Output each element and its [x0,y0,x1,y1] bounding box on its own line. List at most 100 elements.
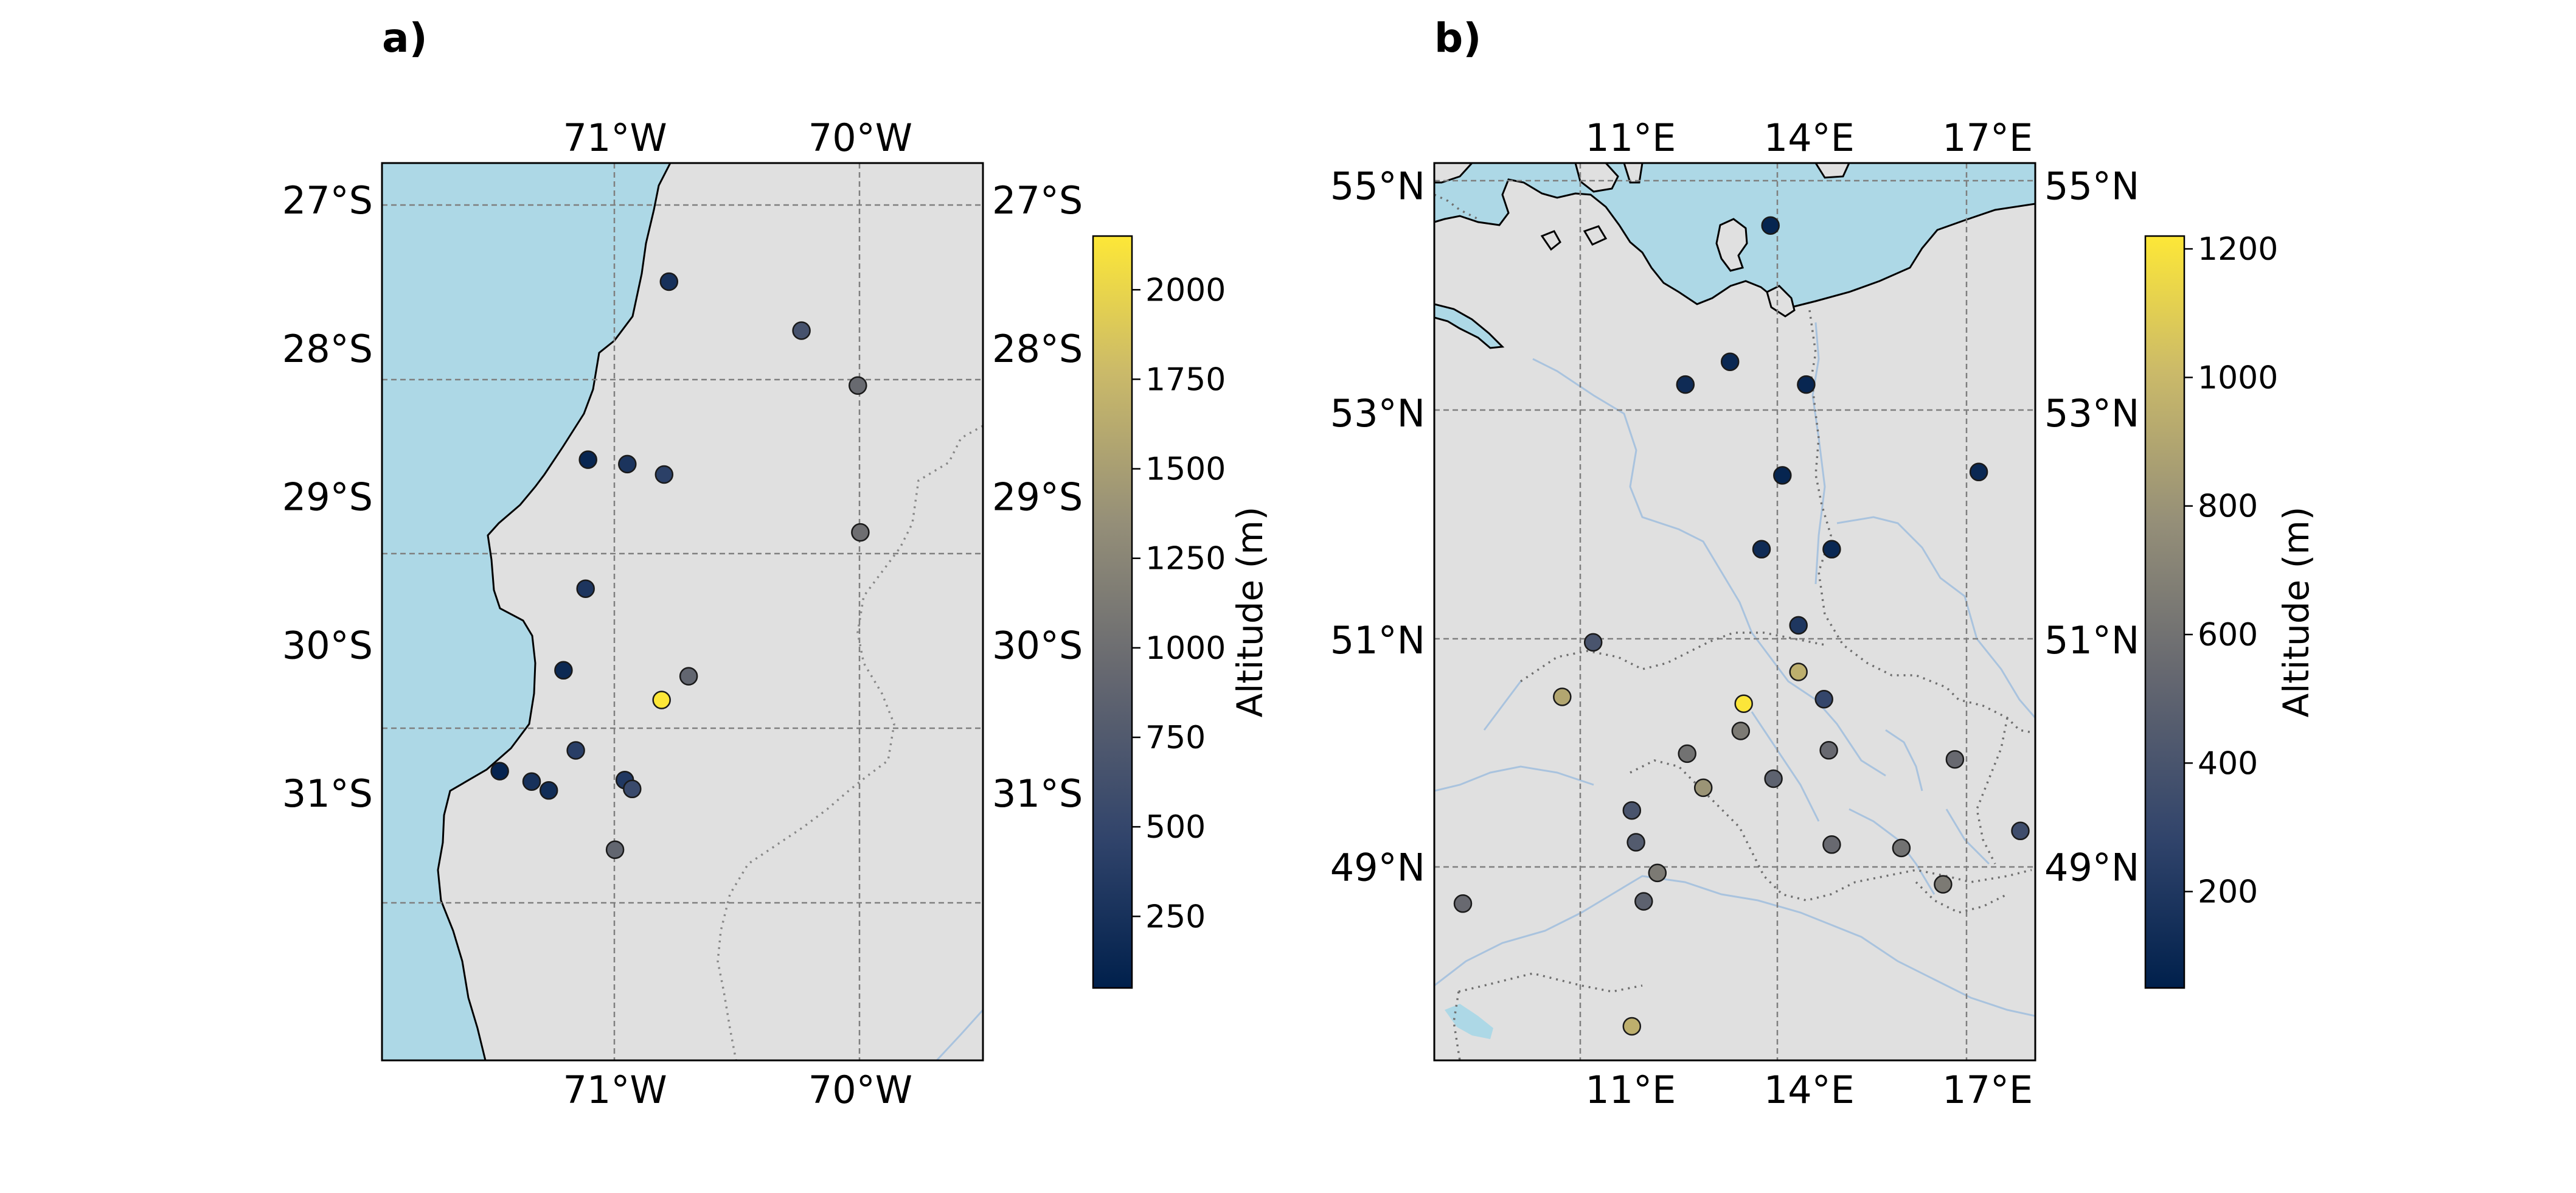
station-marker [1752,540,1771,559]
stations-b [1453,216,2030,1036]
station-marker [1734,694,1753,713]
rivers-b [1434,322,2035,1017]
lat-tick-label-right: 28°S [992,327,1083,371]
colorbar-b-bar [2144,235,2185,989]
lat-tick-label-right: 30°S [992,623,1083,667]
station-marker [566,741,585,760]
lon-tick-label-top: 14°E [1764,116,1855,160]
colorbar-b-ticks: 200 400 600 800 1000 1200 [2184,231,2278,911]
station-marker [539,781,558,800]
colorbar-tick-label: 800 [2198,489,2258,525]
colorbar-tick-label: 200 [2198,874,2258,911]
station-marker [578,450,597,469]
station-marker [1626,833,1645,852]
station-marker [1814,690,1833,709]
land-b [1434,163,2035,1060]
colorbar-a-ticks: 250 500 750 1000 1250 1500 1750 2000 [1132,272,1226,935]
colorbar-tick-label: 1000 [1145,630,1226,667]
lon-tick-label-top: 17°E [1942,116,2033,160]
island-b-8 [1583,225,1608,246]
station-marker [1789,663,1808,681]
lat-tick-label-left: 30°S [282,623,373,667]
lat-tick-label-left: 49°N [1330,846,1425,890]
lat-tick-label-left: 55°N [1330,164,1425,208]
station-marker [1764,769,1783,788]
station-marker [679,667,698,686]
rivers-a [936,1009,983,1060]
lat-tick-label-left: 27°S [282,178,373,223]
panel-label-b: b) [1434,15,1481,61]
lat-tick-label-left: 31°S [282,771,373,816]
stations-a [490,272,870,860]
station-marker [1693,778,1713,798]
lat-tick-label-left: 29°S [282,475,373,520]
lat-tick-label-left: 51°N [1330,618,1425,663]
station-marker [1676,375,1695,394]
colorbar-tick-label: 1200 [2198,231,2278,268]
station-marker [1789,616,1808,635]
station-marker [1622,801,1642,820]
map-b: b) [1330,15,2317,1112]
station-marker [654,465,674,484]
colorbar-tick-label: 1000 [2198,360,2278,396]
station-marker [1648,863,1667,883]
station-marker [490,762,509,781]
colorbar-b: 200 400 600 800 1000 1200 Altitude (m) [2144,231,2317,989]
station-marker [554,661,573,680]
frame-a [381,162,984,1062]
island-b-7 [1540,230,1561,251]
frame-b [1433,162,2036,1062]
station-marker [851,523,870,542]
station-marker [1720,352,1740,371]
lat-tick-label-right: 29°S [992,475,1083,520]
grid-a [382,163,983,1060]
station-marker [1934,875,1953,894]
colorbar-tick-label: 2000 [1145,272,1226,308]
lon-tick-label-top: 70°W [808,116,912,160]
station-marker [659,272,679,291]
colorbar-a: 250 500 750 1000 1250 1500 1750 2000 Altitude (… [1092,235,1271,989]
colorbar-tick-label: 500 [1145,809,1206,846]
lon-tick-label-bottom: 71°W [563,1068,667,1112]
map-b-plot-area [1434,163,2035,1060]
sea-b-west [1434,303,1505,349]
station-marker [605,840,625,860]
lat-tick-label-right: 53°N [2044,391,2139,436]
island-b-4 [1814,163,1850,179]
colorbar-tick-label: 750 [1145,720,1206,756]
map-a: a) 71°W71°W70°W70°W27°S 27°S28°S 28°S2 [282,15,1271,1112]
station-marker [1553,687,1572,706]
lon-tick-label-bottom: 14°E [1764,1068,1855,1112]
station-marker [652,690,671,709]
lon-tick-label-bottom: 11°E [1585,1068,1676,1112]
station-marker [1945,750,1965,769]
colorbar-a-label: Altitude (m) [1229,507,1271,718]
colorbar-tick-label: 1500 [1145,451,1226,488]
colorbar-tick-label: 1250 [1145,541,1226,577]
lon-tick-label-bottom: 70°W [808,1068,912,1112]
lon-tick-label-bottom: 17°E [1942,1068,2033,1112]
lat-tick-label-left: 53°N [1330,391,1425,436]
station-marker [849,376,867,395]
colorbar-tick-label: 1750 [1145,361,1226,398]
lat-tick-label-right: 27°S [992,178,1083,223]
colorbar-b-label: Altitude (m) [2276,507,2317,718]
station-marker [2011,821,2030,841]
station-marker [792,321,811,340]
lat-tick-label-right: 31°S [992,771,1083,816]
colorbar-tick-label: 400 [2198,745,2258,782]
island-b-3 [1623,163,1644,184]
island-b-5 [1766,285,1796,318]
station-marker [1678,744,1696,763]
station-marker [1453,894,1473,913]
station-marker [1822,835,1841,854]
tick-labels-b: 11°E 11°E 14°E 14°E 17°E 17°E 49°N 49°N 51°N 51°N… [1330,116,2140,1112]
grid-b [1434,163,2035,1060]
station-marker [1969,462,1988,482]
station-marker [1773,466,1792,485]
station-marker [1622,1017,1642,1036]
lon-tick-label-top: 11°E [1585,116,1676,160]
colorbar-a-bar [1092,235,1133,989]
